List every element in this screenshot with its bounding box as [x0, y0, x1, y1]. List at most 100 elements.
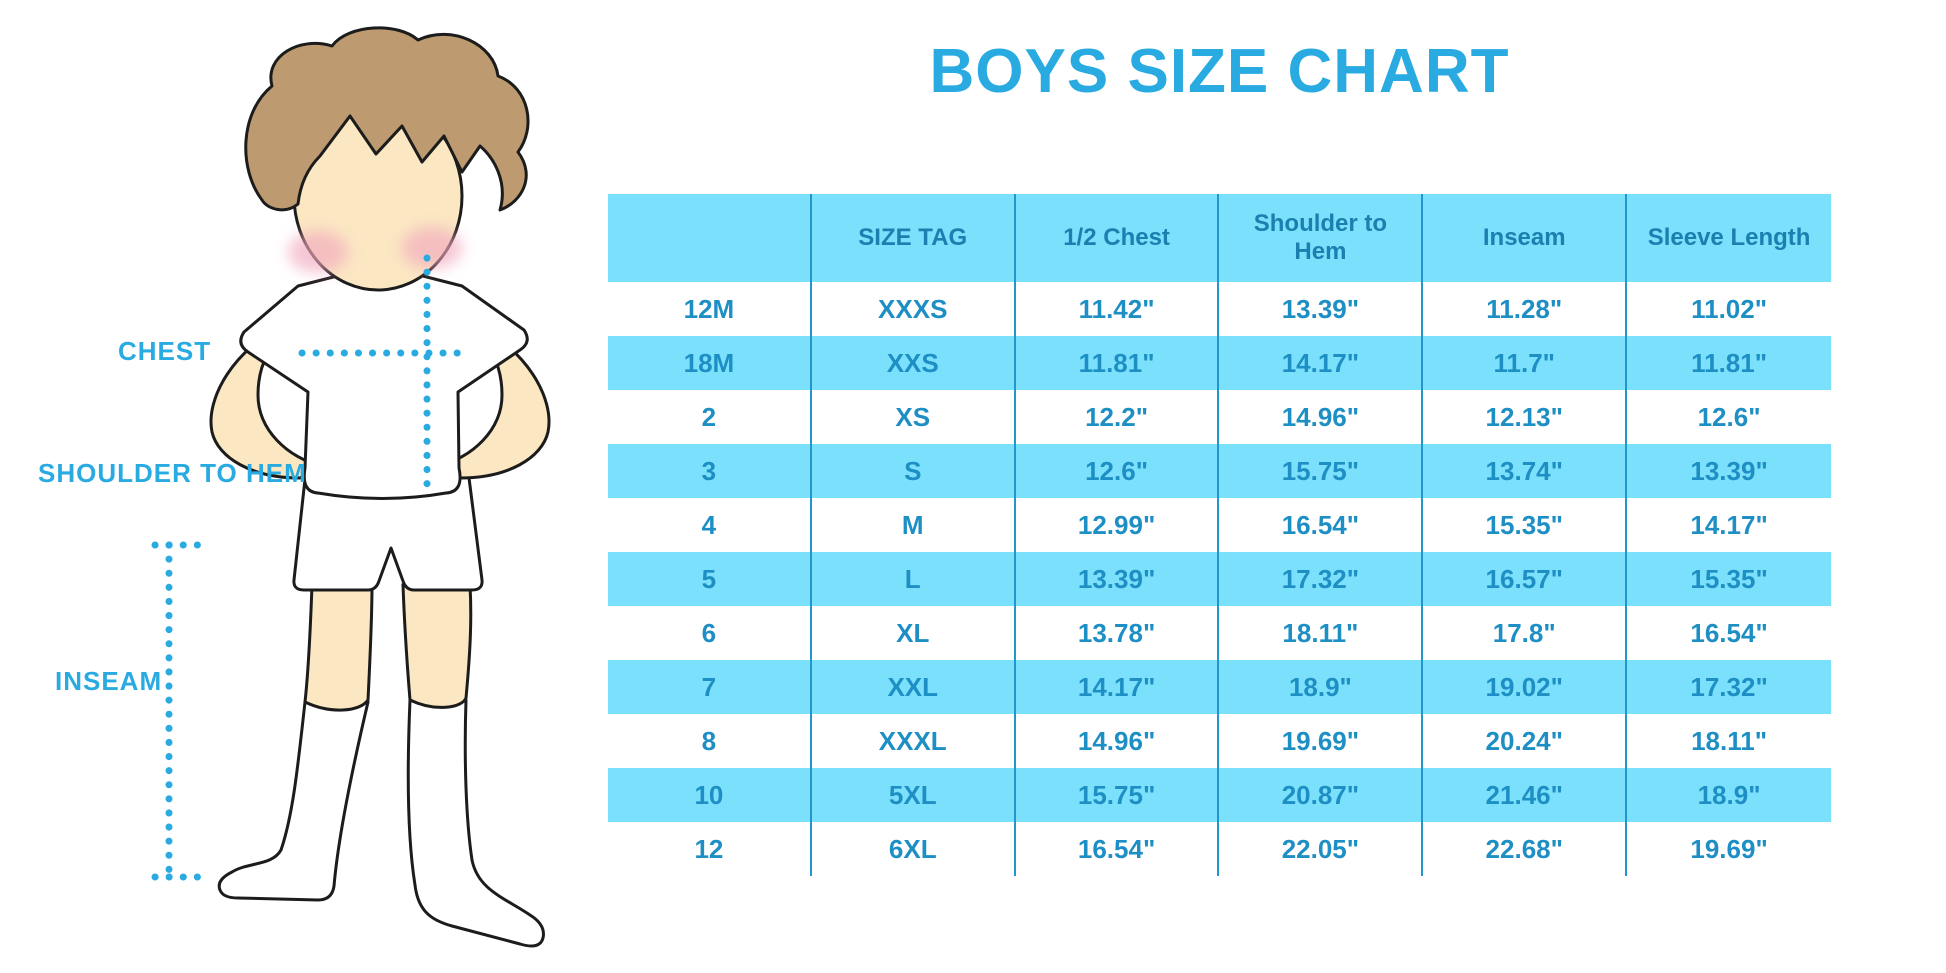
shoulder-to-hem-label: SHOULDER TO HEM: [38, 458, 307, 488]
boy-thigh-left: [303, 583, 374, 712]
boy-illustration: [151, 26, 551, 948]
table-cell: 20.24": [1423, 714, 1628, 768]
table-cell: 17.32": [1219, 552, 1424, 606]
table-cell: XXL: [812, 660, 1016, 714]
table-row: 4 M 12.99" 16.54" 15.35" 14.17": [608, 498, 1831, 552]
table-cell: 5: [608, 552, 812, 606]
table-cell: 11.7": [1423, 336, 1628, 390]
table-row: 5 L 13.39" 17.32" 16.57" 15.35": [608, 552, 1831, 606]
inseam-label: INSEAM: [55, 666, 163, 696]
column-header: Shoulder to Hem: [1219, 194, 1424, 282]
table-cell: L: [812, 552, 1016, 606]
table-cell: 14.96": [1016, 714, 1220, 768]
boy-thigh-right: [401, 583, 473, 709]
table-cell: 15.35": [1423, 498, 1628, 552]
table-cell: 4: [608, 498, 812, 552]
table-cell: S: [812, 444, 1016, 498]
table-cell: 12.13": [1423, 390, 1628, 444]
table-cell: 20.87": [1219, 768, 1424, 822]
table-cell: M: [812, 498, 1016, 552]
table-cell: XXXS: [812, 282, 1016, 336]
table-cell: 19.02": [1423, 660, 1628, 714]
table-cell: 15.75": [1219, 444, 1424, 498]
table-row: 2 XS 12.2" 14.96" 12.13" 12.6": [608, 390, 1831, 444]
table-cell: 18.11": [1219, 606, 1424, 660]
table-cell: 19.69": [1219, 714, 1424, 768]
table-cell: 15.35": [1690, 563, 1768, 594]
table-row: 18M XXS 11.81" 14.17" 11.7" 11.81": [608, 336, 1831, 390]
boy-cheek-right: [402, 227, 462, 269]
table-cell: 17.8": [1423, 606, 1628, 660]
boy-sock-right: [406, 698, 545, 948]
table-cell: 8: [608, 714, 812, 768]
table-cell: 12.99": [1016, 498, 1220, 552]
table-cell: 16.54": [1219, 498, 1424, 552]
table-cell: 16.57": [1423, 552, 1628, 606]
table-cell: 18.9": [1219, 660, 1424, 714]
table-row: 10 5XL 15.75" 20.87" 21.46" 18.9": [608, 768, 1831, 822]
table-cell: 6XL: [812, 822, 1016, 876]
table-row: 6 XL 13.78" 18.11" 17.8" 16.54": [608, 606, 1831, 660]
table-cell: 10: [608, 768, 812, 822]
column-header: Sleeve Length: [1647, 224, 1811, 252]
table-cell: 12: [608, 822, 812, 876]
table-row: 3 S 12.6" 15.75" 13.74" 13.39": [608, 444, 1831, 498]
table-cell: XXS: [812, 336, 1016, 390]
table-cell: 15.75": [1016, 768, 1220, 822]
size-table: SIZE TAG 1/2 Chest Shoulder to Hem Inseam Sl…: [608, 194, 1831, 876]
table-cell: 6: [608, 606, 812, 660]
table-cell: 13.39": [1016, 552, 1220, 606]
table-cell: 2: [608, 390, 812, 444]
table-row: 12M XXXS 11.42" 13.39" 11.28" 11.02": [608, 282, 1831, 336]
table-row: 7 XXL 14.17" 18.9" 19.02" 17.32": [608, 660, 1831, 714]
table-cell: 14.17": [1219, 336, 1424, 390]
table-cell: XS: [812, 390, 1016, 444]
table-cell: 16.54": [1016, 822, 1220, 876]
size-table-body: 12M XXXS 11.42" 13.39" 11.28" 11.02" 18M XXS 11.…: [608, 282, 1831, 876]
table-cell: 19.69": [1690, 833, 1768, 864]
column-header: 1/2 Chest: [1016, 194, 1220, 282]
table-cell: 13.78": [1016, 606, 1220, 660]
boy-cheek-left: [288, 231, 348, 273]
table-cell: 21.46": [1423, 768, 1628, 822]
table-cell: 11.28": [1423, 282, 1628, 336]
column-header: Inseam: [1423, 194, 1628, 282]
table-cell: XXXL: [812, 714, 1016, 768]
table-cell: 13.39": [1219, 282, 1424, 336]
table-row: 12 6XL 16.54" 22.05" 22.68" 19.69": [608, 822, 1831, 876]
boy-sock-left: [217, 700, 370, 902]
table-cell: 7: [608, 660, 812, 714]
table-cell: 11.81": [1016, 336, 1220, 390]
table-row: 8 XXXL 14.96" 19.69" 20.24" 18.11": [608, 714, 1831, 768]
size-table-header: SIZE TAG 1/2 Chest Shoulder to Hem Inseam Sl…: [608, 194, 1831, 282]
table-cell: 16.54": [1690, 617, 1768, 648]
table-cell: 3: [608, 444, 812, 498]
table-cell: 12M: [608, 282, 812, 336]
table-cell: 11.02": [1691, 293, 1768, 324]
table-cell: 13.39": [1690, 455, 1768, 486]
table-cell: 18.9": [1697, 779, 1761, 810]
table-cell: 5XL: [812, 768, 1016, 822]
table-cell: 22.05": [1219, 822, 1424, 876]
table-cell: XL: [812, 606, 1016, 660]
table-cell: 13.74": [1423, 444, 1628, 498]
table-cell: 12.2": [1016, 390, 1220, 444]
column-header: SIZE TAG: [812, 194, 1016, 282]
table-cell: 11.81": [1691, 347, 1768, 378]
boy-shorts: [292, 468, 484, 592]
boy-shirt: [239, 272, 529, 500]
table-cell: 17.32": [1690, 671, 1768, 702]
page-title: BOYS SIZE CHART: [929, 37, 1510, 106]
table-cell: 12.6": [1697, 401, 1761, 432]
column-header: [608, 194, 812, 282]
table-cell: 22.68": [1423, 822, 1628, 876]
table-cell: 14.17": [1690, 509, 1768, 540]
chest-label: CHEST: [118, 336, 212, 366]
table-cell: 14.17": [1016, 660, 1220, 714]
table-cell: 18M: [608, 336, 812, 390]
table-cell: 11.42": [1016, 282, 1220, 336]
boy-hair: [244, 26, 530, 212]
table-cell: 18.11": [1691, 725, 1768, 756]
table-cell: 12.6": [1016, 444, 1220, 498]
